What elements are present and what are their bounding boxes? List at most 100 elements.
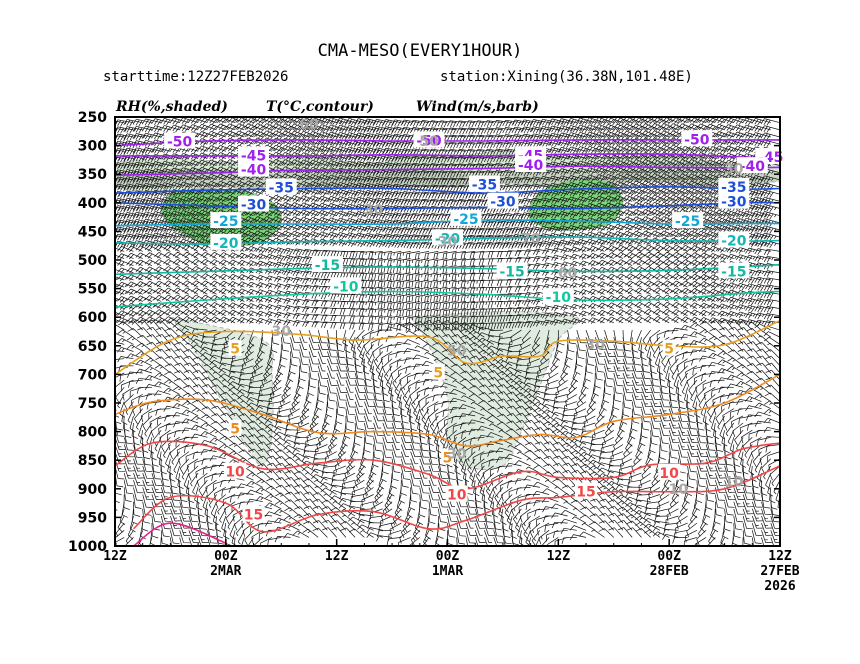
wind-barb: [115, 185, 125, 191]
wind-barb-shaft: [200, 301, 217, 309]
wind-barb: [117, 267, 134, 275]
wind-barb: [465, 530, 476, 544]
wind-barb-shaft: [117, 346, 134, 353]
wind-barb: [225, 117, 245, 124]
wind-barb: [264, 261, 282, 268]
wind-barb-shaft: [144, 252, 162, 259]
wind-barb-shaft: [237, 252, 254, 260]
wind-barb: [322, 527, 337, 538]
wind-barb-shaft: [135, 245, 153, 252]
wind-barb-shaft: [225, 117, 245, 124]
wind-barb-shaft: [115, 213, 125, 220]
wind-barb: [215, 173, 236, 182]
wind-barb: [197, 216, 217, 226]
wind-barb: [117, 296, 134, 304]
wind-barb: [141, 125, 162, 133]
wind-barb: [151, 487, 163, 500]
wind-barb-shaft: [127, 328, 143, 338]
wind-barb: [191, 308, 208, 317]
wind-barb: [398, 365, 411, 378]
wind-barb: [123, 430, 133, 445]
wind-barb: [194, 458, 208, 469]
wind-barb: [251, 365, 263, 380]
wind-barb-shaft: [191, 287, 208, 295]
wind-barb-shaft: [246, 253, 263, 260]
wind-barb: [151, 118, 171, 126]
wind-barb: [191, 287, 208, 295]
wind-barb: [123, 437, 134, 451]
wind-barb-shaft: [225, 180, 245, 189]
wind-barb: [348, 329, 356, 347]
wind-barb-shaft: [135, 266, 153, 274]
wind-barb: [400, 379, 411, 396]
wind-barb-shaft: [237, 288, 254, 295]
wind-barb-shaft: [191, 251, 208, 259]
wind-barb: [317, 372, 328, 387]
wind-barb-shaft: [142, 465, 154, 479]
wind-barb-shaft: [154, 259, 171, 267]
wind-barb: [266, 442, 282, 452]
wind-barb-shaft: [432, 394, 448, 402]
wind-barb-shaft: [115, 401, 120, 418]
wind-barb: [327, 394, 334, 410]
wind-barb: [142, 458, 153, 472]
wind-barb-shaft: [255, 416, 273, 424]
wind-barb: [144, 422, 153, 437]
wind-barb-shaft: [179, 487, 188, 502]
wind-barb: [229, 494, 245, 503]
wind-barb-shaft: [255, 246, 273, 255]
wind-barb: [151, 465, 162, 480]
wind-barb: [173, 429, 189, 438]
wind-barb: [262, 123, 282, 133]
wind-barb: [252, 537, 264, 546]
wind-barb-shaft: [357, 514, 374, 521]
wind-barb-shaft: [126, 245, 143, 253]
wind-barb: [317, 380, 326, 395]
wind-barb-shaft: [197, 123, 217, 132]
wind-barb-shaft: [433, 301, 448, 310]
wind-barb: [405, 365, 420, 374]
wind-barb-shaft: [142, 472, 154, 486]
wind-barb: [292, 442, 310, 449]
wind-barb-shaft: [250, 522, 263, 534]
wind-barb: [320, 481, 337, 488]
wind-barb-shaft: [115, 311, 125, 318]
wind-barb-shaft: [229, 494, 245, 503]
wind-barb: [115, 494, 118, 511]
wind-barb-shaft: [115, 283, 125, 288]
wind-barb: [200, 251, 217, 259]
wind-barb: [115, 324, 125, 331]
wind-barb: [145, 393, 162, 400]
wind-barb-shaft: [252, 230, 273, 239]
wind-barb: [164, 415, 180, 422]
wind-barb: [128, 379, 143, 388]
wind-barb: [215, 195, 236, 203]
wind-barb: [192, 480, 199, 495]
wind-barb: [400, 451, 412, 465]
wind-barb-shaft: [390, 365, 402, 381]
wind-barb: [172, 244, 190, 252]
wind-barb: [256, 428, 273, 438]
wind-barb: [372, 344, 384, 359]
wind-barb-shaft: [366, 527, 383, 534]
wind-barb: [115, 290, 125, 296]
wind-barb-shaft: [317, 372, 328, 387]
wind-barb: [126, 267, 143, 274]
wind-barb: [311, 468, 328, 475]
wind-barb-shaft: [311, 463, 328, 470]
wind-barb-shaft: [173, 386, 190, 395]
wind-barb: [115, 283, 125, 288]
wind-barb-shaft: [396, 308, 411, 317]
wind-barb: [442, 293, 457, 303]
wind-barb: [173, 386, 190, 395]
wind-barb: [382, 437, 393, 451]
wind-barb: [354, 408, 365, 423]
wind-barb-shaft: [115, 276, 125, 281]
wind-barb: [271, 123, 291, 133]
wind-barb-shaft: [115, 269, 125, 274]
wind-barb: [408, 379, 420, 393]
wind-barb: [465, 522, 477, 536]
wind-barb-shaft: [371, 365, 378, 382]
wind-barb-shaft: [264, 423, 282, 431]
wind-barb: [228, 386, 245, 395]
